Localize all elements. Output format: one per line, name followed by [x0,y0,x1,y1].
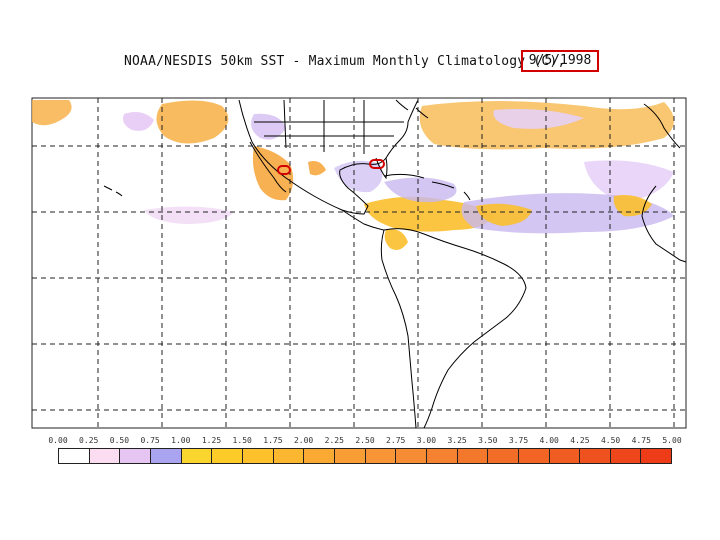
florida-coast [375,157,388,180]
caribbean-anomaly [364,196,494,232]
scale-cell [59,449,90,463]
scale-label: 4.25 [570,436,590,445]
scale-label: 3.75 [508,436,529,445]
scale-label: 1.75 [263,436,283,445]
caribbean-islands [383,173,471,201]
scale-cell [580,449,611,463]
scale-cell [212,449,243,463]
scale-label: 2.00 [293,436,314,445]
scale-cell [457,449,489,463]
scale-label: 5.00 [662,436,682,445]
scale-label: 1.00 [171,436,191,445]
title-date-box: 9/5/1998 [521,50,599,72]
scale-cell [150,449,182,463]
scale-label: 4.75 [631,436,651,445]
south-america-coast [383,228,527,429]
hawaii-islands [103,185,123,197]
scale-label: 3.25 [447,436,467,445]
scale-label: 3.00 [416,436,437,445]
color-scale: 0.00 0.25 0.50 0.75 1.00 1.25 1.50 1.75 2.00 2.25… [48,436,682,466]
scale-cell [242,449,274,463]
scale-label: 0.75 [140,436,160,445]
scale-cell [304,449,335,463]
scale-labels: 0.00 0.25 0.50 0.75 1.00 1.25 1.50 1.75 2.00 2.25… [48,436,681,447]
coastlines [103,99,687,429]
south-america-west-coast [380,229,417,429]
gulf-of-california-anomaly [252,146,294,201]
scale-cell [365,449,397,463]
pacific-purple-1 [251,113,286,140]
north-pacific-anomaly-2 [156,100,229,144]
scale-cell [488,449,519,463]
sst-map [31,97,687,429]
scale-label: 2.50 [355,436,375,445]
scale-label: 0.00 [48,436,68,445]
scale-cell [334,449,366,463]
highlight-markers [277,159,385,175]
gulf-of-mexico-marker [369,159,385,169]
scale-cell [89,449,121,463]
title-text: NOAA/NESDIS 50km SST - Maximum Monthly C… [124,54,566,69]
north-atlantic-purple [493,109,584,129]
scale-cell [181,449,213,463]
pacific-equatorial-purple [144,206,234,224]
caribbean-orange-2 [308,161,326,176]
north-america-coast [238,99,419,215]
scale-label: 4.00 [539,436,559,445]
scale-cell [518,449,550,463]
scale-bar [58,448,672,464]
us-states-grid [254,99,404,154]
scale-label: 1.25 [201,436,222,445]
scale-cell [641,449,672,463]
map-title: NOAA/NESDIS 50km SST - Maximum Monthly C… [0,50,720,76]
scale-cell [549,449,581,463]
south-america-coast-orange [384,229,408,250]
scale-cell [120,449,151,463]
scale-label: 2.25 [324,436,344,445]
scale-label: 2.75 [386,436,406,445]
africa-coast [641,185,687,263]
lat-lon-grid [32,98,686,428]
map-panel [24,92,694,434]
scale-label: 1.50 [232,436,252,445]
scale-label: 3.50 [478,436,498,445]
scale-cell [273,449,305,463]
canada-islands [395,99,429,119]
north-pacific-anomaly [32,100,72,126]
scale-cell [426,449,458,463]
scale-label: 0.25 [79,436,99,445]
gulf-of-california-marker [277,165,291,175]
scale-cell [610,449,642,463]
scale-label: 4.50 [600,436,621,445]
europe-coast [643,103,681,149]
tropical-atlantic-orange [476,203,532,226]
scale-cell [396,449,427,463]
gulf-purple [334,160,383,193]
north-pacific-anomaly-3 [123,112,154,131]
central-america-coast [341,209,385,231]
baja-coast [249,141,287,193]
scale-label: 0.50 [109,436,130,445]
